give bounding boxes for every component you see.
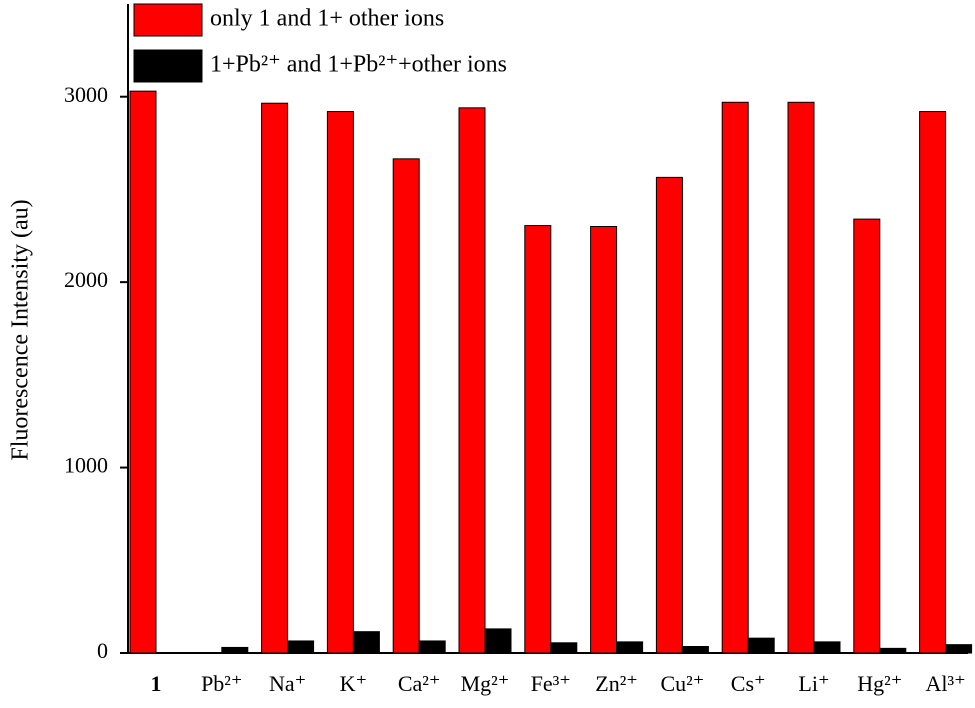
- y-tick-label: 0: [97, 638, 108, 663]
- bar: [129, 90, 157, 654]
- bar: [484, 628, 512, 654]
- x-tick-label: Mg²⁺: [461, 671, 510, 696]
- bar: [458, 107, 486, 654]
- bar: [418, 640, 446, 654]
- x-tick-label: Hg²⁺: [857, 671, 902, 696]
- y-tick-label: 1000: [64, 453, 108, 478]
- x-tick-label: K⁺: [340, 671, 368, 696]
- x-tick-label: Zn²⁺: [595, 671, 638, 696]
- x-tick-label: Cs⁺: [731, 671, 766, 696]
- x-tick-label: Na⁺: [269, 671, 306, 696]
- y-tick-label: 2000: [64, 267, 108, 292]
- bar: [221, 646, 249, 654]
- y-tick-label: 3000: [64, 82, 108, 107]
- y-axis-label: Fluorescence Intensity (au): [8, 199, 34, 460]
- bar: [747, 637, 775, 654]
- bar: [326, 111, 354, 654]
- bar: [287, 640, 315, 654]
- legend-label: only 1 and 1+ other ions: [210, 6, 444, 32]
- bar: [721, 101, 749, 654]
- bar: [590, 226, 618, 654]
- bar: [392, 158, 420, 654]
- legend-swatch: [133, 49, 203, 83]
- bar: [813, 641, 841, 654]
- bar: [524, 225, 552, 654]
- legend-label: 1+Pb²⁺ and 1+Pb²⁺+other ions: [210, 52, 507, 78]
- x-tick-label: Ca²⁺: [398, 671, 441, 696]
- bar: [655, 176, 683, 654]
- x-tick-label: Fe³⁺: [531, 671, 571, 696]
- bar: [550, 642, 578, 654]
- bar: [879, 647, 907, 654]
- bar: [787, 101, 815, 654]
- x-tick-label: Li⁺: [798, 671, 829, 696]
- bar: [616, 641, 644, 654]
- x-tick-label: 1: [151, 671, 162, 696]
- legend-swatch: [133, 3, 203, 37]
- bar: [352, 631, 380, 654]
- x-tick-label: Cu²⁺: [660, 671, 704, 696]
- bar: [261, 102, 289, 654]
- x-tick-label: Al³⁺: [925, 671, 965, 696]
- bar: [853, 218, 881, 654]
- bar: [681, 646, 709, 654]
- bar: [919, 111, 947, 654]
- x-tick-label: Pb²⁺: [201, 671, 242, 696]
- bar: [945, 644, 973, 654]
